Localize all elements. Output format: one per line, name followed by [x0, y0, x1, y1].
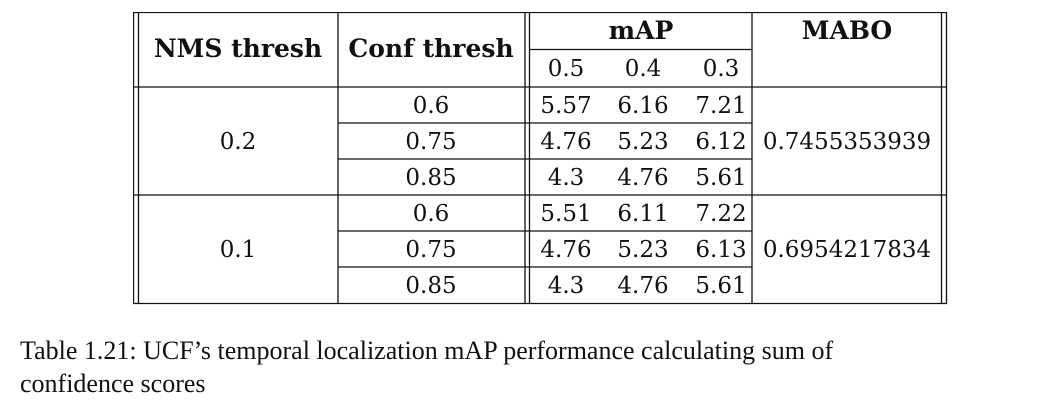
header-nms-thresh: NMS thresh — [154, 34, 322, 63]
conf-cell: 0.75 — [405, 237, 456, 263]
conf-cell: 0.85 — [405, 273, 456, 299]
header-conf-thresh: Conf thresh — [348, 34, 513, 63]
map-cell: 4.76 — [540, 129, 591, 155]
conf-cell: 0.75 — [405, 129, 456, 155]
map-cell: 6.16 — [617, 93, 668, 119]
map-cell: 5.61 — [695, 165, 746, 191]
conf-cell: 0.85 — [405, 165, 456, 191]
map-cell: 4.76 — [617, 165, 668, 191]
map-cell: 7.21 — [695, 93, 746, 119]
header-iou-2: 0.3 — [703, 56, 740, 82]
header-iou-0: 0.5 — [548, 56, 585, 82]
results-table: NMS thresh Conf thresh mAP MABO 0.5 0.4 … — [133, 12, 948, 305]
map-cell: 7.22 — [695, 201, 746, 227]
map-cell: 6.11 — [617, 201, 668, 227]
map-cell: 4.3 — [548, 165, 585, 191]
map-cell: 5.57 — [540, 93, 591, 119]
map-cell: 5.61 — [695, 273, 746, 299]
map-cell: 4.76 — [540, 237, 591, 263]
caption-line-1: Table 1.21: UCF’s temporal localization … — [20, 336, 834, 365]
conf-cell: 0.6 — [413, 93, 450, 119]
map-cell: 5.51 — [540, 201, 591, 227]
map-cell: 5.23 — [617, 129, 668, 155]
map-cell: 6.13 — [695, 237, 746, 263]
table-caption: Table 1.21: UCF’s temporal localization … — [20, 334, 1050, 400]
map-cell: 5.23 — [617, 237, 668, 263]
header-map: mAP — [609, 16, 674, 45]
header-mabo: MABO — [802, 16, 892, 45]
map-cell: 4.76 — [617, 273, 668, 299]
group-mabo-value: 0.7455353939 — [763, 129, 931, 155]
group-nms-value: 0.1 — [220, 237, 257, 263]
map-cell: 6.12 — [695, 129, 746, 155]
map-cell: 4.3 — [548, 273, 585, 299]
caption-line-2: confidence scores — [20, 369, 206, 398]
conf-cell: 0.6 — [413, 201, 450, 227]
header-iou-1: 0.4 — [625, 56, 662, 82]
group-mabo-value: 0.6954217834 — [763, 237, 931, 263]
group-nms-value: 0.2 — [220, 129, 257, 155]
